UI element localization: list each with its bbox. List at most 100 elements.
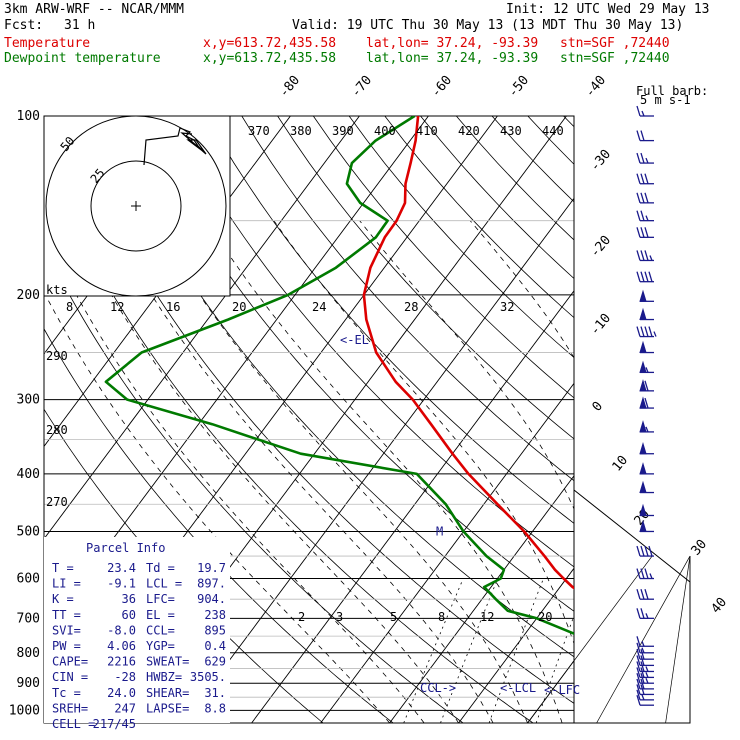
mixing-ratio-label: 20: [538, 610, 552, 624]
parcel-field-label: SHEAR=: [146, 686, 189, 700]
hodograph-speed-label: 24: [312, 300, 326, 314]
wind-barb-flag: [640, 545, 645, 557]
wind-barb-pennant: [639, 442, 647, 455]
wind-barbs: Full barb:5 m s-1: [636, 84, 708, 706]
wind-barb-flag: [636, 192, 641, 204]
isotherm-line: [597, 116, 740, 723]
dewpoint-station: stn=SGF ,72440: [560, 51, 670, 66]
hodograph-units-label: kts: [46, 283, 68, 297]
pressure-tick-label: 500: [17, 524, 40, 539]
isotherm-line: [735, 116, 740, 723]
isotherm-label: -70: [349, 73, 376, 101]
parcel-field-value: 4.06: [107, 639, 136, 653]
wind-barb-flag: [636, 695, 641, 706]
wind-barb: [636, 105, 654, 117]
parcel-field-value: 19.7: [197, 561, 226, 575]
wind-barb: [639, 420, 654, 433]
theta-label-lower: 280: [46, 423, 68, 437]
dewpoint-profile: [104, 116, 574, 636]
parcel-field-label: Tc =: [52, 686, 81, 700]
wind-barb-flag: [644, 568, 649, 579]
wind-barb: [639, 307, 654, 321]
wind-barb-pennant: [639, 340, 647, 354]
isotherm-label: -50: [506, 73, 533, 101]
wind-barb-half-flag: [641, 641, 645, 647]
isotherm-label: -80: [277, 73, 304, 101]
theta-label: 380: [290, 124, 312, 138]
parcel-field-label: SWEAT=: [146, 655, 189, 669]
dry-adiabat: [635, 116, 740, 723]
wind-barb-pennant: [639, 360, 647, 373]
dry-adiabat: [384, 116, 574, 319]
wind-barb-flag: [644, 192, 649, 204]
wind-barb-flag: [636, 105, 641, 117]
hodograph-speed-label: 20: [232, 300, 246, 314]
wind-barb-half-flag: [645, 672, 649, 678]
temperature-profile: [362, 116, 574, 590]
dry-adiabat: [170, 116, 574, 568]
parcel-field-value: 8.8: [204, 701, 226, 715]
isotherm-line: [527, 660, 574, 723]
wind-barb: [636, 250, 654, 262]
parcel-field-label: K =: [52, 592, 74, 606]
wind-barb-flag: [644, 326, 649, 337]
parcel-field-label: CAPE=: [52, 655, 88, 669]
wind-barb: [636, 667, 654, 679]
wind-barb-flag: [636, 667, 641, 678]
forecast-hour: 31 h: [64, 18, 96, 33]
wind-barb: [636, 655, 654, 667]
theta-label: 370: [248, 124, 270, 138]
theta-label: 430: [500, 124, 522, 138]
wind-barb-pennant: [639, 396, 647, 409]
mixing-ratio-line: [403, 578, 464, 723]
dry-adiabat: [44, 245, 464, 723]
theta-label: 440: [542, 124, 564, 138]
parcel-field-label: Td =: [146, 561, 175, 575]
parcel-field-label: EL =: [146, 608, 175, 622]
wind-barb: [639, 289, 654, 302]
wind-barb-flag: [640, 173, 645, 184]
wind-barb: [639, 519, 654, 533]
model-title: 3km ARW-WRF -- NCAR/MMM: [4, 2, 185, 17]
wind-barb-flag: [640, 130, 645, 141]
level-marker: <-LCL: [500, 681, 536, 695]
isotherm-line: [666, 116, 740, 723]
parcel-field-label: CELL =: [52, 717, 95, 731]
dry-adiabat: [205, 116, 574, 524]
wind-barb: [636, 326, 657, 338]
pressure-tick-label: 700: [17, 611, 40, 626]
temperature-station: stn=SGF ,72440: [560, 36, 670, 51]
wind-barb-half-flag: [645, 666, 649, 672]
theta-label-lower: 290: [46, 349, 68, 363]
wind-barb: [636, 545, 654, 557]
dry-adiabat: [348, 116, 574, 358]
wind-barb-flag: [636, 227, 641, 238]
parcel-field-value: 895: [204, 623, 226, 637]
wind-barb-flag: [648, 545, 653, 557]
wind-barb-flag: [640, 667, 645, 678]
wind-barb-flag: [636, 684, 641, 695]
wind-barb: [639, 396, 654, 409]
wind-barb: [636, 210, 654, 222]
wind-barb-flag: [640, 250, 645, 261]
hodograph-speed-label: 8: [66, 300, 73, 314]
wind-barb-flag: [636, 689, 641, 701]
wind-barb-flag: [640, 648, 645, 660]
moist-adiabat: [601, 221, 701, 723]
pressure-tick-label: 1000: [9, 703, 40, 718]
theta-label: 390: [332, 124, 354, 138]
wind-barb-flag: [640, 568, 645, 579]
parcel-field-value: 24.0: [107, 686, 136, 700]
level-marker: CCL->: [420, 681, 456, 695]
wind-barb-pennant: [639, 420, 647, 433]
parcel-field-label: HWBZ=: [146, 670, 182, 684]
parcel-field-value: 247: [114, 701, 136, 715]
wind-barb-flag: [636, 589, 641, 600]
moist-adiabat: [206, 220, 563, 723]
isotherm-extension-line: [596, 555, 691, 724]
dry-adiabat: [134, 116, 574, 612]
wind-barb-flag: [640, 661, 645, 672]
parcel-field-value: -9.1: [107, 577, 136, 591]
wind-barb-flag: [636, 250, 641, 261]
parcel-field-value: 31.: [204, 686, 226, 700]
